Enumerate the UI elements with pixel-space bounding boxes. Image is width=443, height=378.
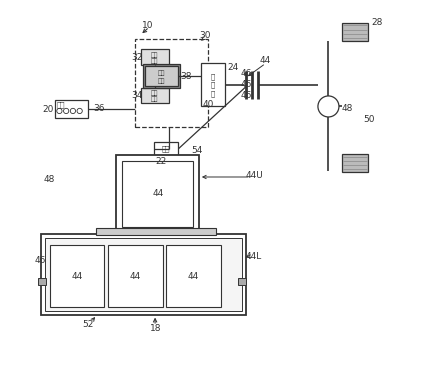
Text: 32: 32 bbox=[132, 53, 143, 62]
Text: 52: 52 bbox=[83, 319, 94, 328]
Text: 50: 50 bbox=[363, 115, 375, 124]
Text: 控制: 控制 bbox=[151, 52, 159, 58]
Text: 20: 20 bbox=[42, 105, 54, 113]
Text: 10: 10 bbox=[142, 20, 153, 29]
Text: 电: 电 bbox=[211, 82, 215, 88]
Text: 18: 18 bbox=[150, 324, 162, 333]
Text: 48: 48 bbox=[342, 104, 354, 113]
Text: 马达: 马达 bbox=[162, 146, 171, 152]
Bar bbox=[201, 63, 225, 107]
Text: 54: 54 bbox=[191, 146, 203, 155]
Bar bbox=[54, 100, 88, 118]
Bar bbox=[122, 161, 193, 226]
Text: 电机: 电机 bbox=[151, 59, 159, 64]
Text: 46: 46 bbox=[35, 256, 47, 265]
Bar bbox=[50, 245, 104, 307]
Text: 机: 机 bbox=[211, 90, 215, 97]
Text: 24: 24 bbox=[227, 63, 238, 72]
Text: 40: 40 bbox=[203, 100, 214, 109]
Text: 48: 48 bbox=[43, 175, 54, 184]
Text: 44L: 44L bbox=[246, 252, 262, 261]
Text: 30: 30 bbox=[200, 31, 211, 40]
Bar bbox=[135, 39, 208, 127]
Bar bbox=[166, 245, 221, 307]
Bar bbox=[45, 238, 242, 311]
Text: 36: 36 bbox=[93, 104, 105, 113]
Text: 34: 34 bbox=[132, 91, 143, 100]
Bar bbox=[154, 143, 179, 155]
Text: 44: 44 bbox=[260, 56, 271, 65]
Bar bbox=[143, 64, 180, 88]
Text: 44: 44 bbox=[130, 272, 141, 281]
Bar bbox=[96, 228, 216, 235]
Bar bbox=[141, 88, 169, 104]
Text: 44: 44 bbox=[71, 272, 82, 281]
Text: 28: 28 bbox=[372, 18, 383, 27]
Bar bbox=[141, 50, 169, 65]
Text: 中心: 中心 bbox=[158, 70, 165, 76]
Bar bbox=[342, 154, 368, 172]
Text: 齿轮: 齿轮 bbox=[158, 78, 165, 84]
Text: 46: 46 bbox=[241, 91, 253, 101]
Text: 38: 38 bbox=[180, 71, 192, 81]
Text: 46: 46 bbox=[241, 80, 253, 89]
Text: 控制: 控制 bbox=[151, 90, 159, 96]
Bar bbox=[237, 278, 246, 285]
Bar bbox=[117, 155, 199, 232]
Bar bbox=[108, 245, 163, 307]
Bar bbox=[38, 278, 46, 285]
Text: 44: 44 bbox=[152, 189, 163, 198]
Text: 电机: 电机 bbox=[56, 102, 65, 108]
Text: 44U: 44U bbox=[246, 171, 264, 180]
Bar bbox=[342, 23, 368, 41]
Text: 发: 发 bbox=[211, 73, 215, 79]
Bar bbox=[41, 234, 246, 315]
Text: 46: 46 bbox=[241, 69, 253, 78]
Text: 44: 44 bbox=[188, 272, 199, 281]
Text: 22: 22 bbox=[156, 157, 167, 166]
Bar bbox=[144, 66, 179, 86]
Text: 电机: 电机 bbox=[151, 97, 159, 102]
